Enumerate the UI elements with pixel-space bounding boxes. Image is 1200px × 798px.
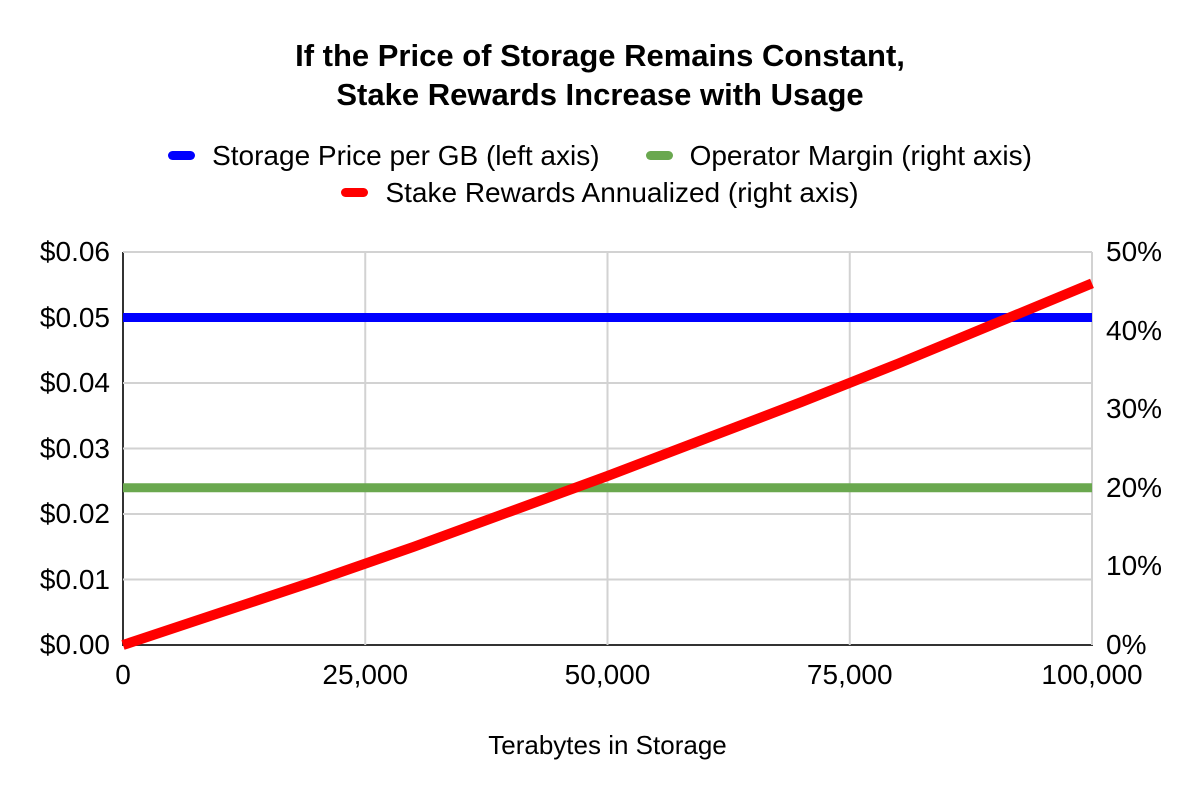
right-tick-20: 20%	[1106, 471, 1163, 503]
x-tick-25000: 25,000	[322, 659, 409, 690]
legend-label: Operator Margin (right axis)	[689, 139, 1032, 171]
legend-label: Storage Price per GB (left axis)	[212, 139, 600, 171]
chart-legend: Storage Price per GB (left axis) Operator…	[0, 137, 1200, 211]
chart-title-line2: Stake Rewards Increase with Usage	[336, 77, 864, 112]
left-tick-002: $0.02	[39, 498, 110, 529]
x-tick-0: 0	[115, 659, 131, 690]
x-axis-tick-labels: 0 25,000 50,000 75,000 100,000	[115, 659, 1142, 691]
legend-swatch-storage-price	[168, 151, 196, 160]
left-tick-003: $0.03	[39, 432, 110, 464]
x-tick-75000: 75,000	[806, 659, 893, 690]
chart-title-line1: If the Price of Storage Remains Constant…	[295, 38, 905, 73]
right-axis-labels: 0% 10% 20% 30% 40% 50%	[1106, 236, 1200, 660]
legend-item-operator-margin: Operator Margin (right axis)	[645, 139, 1032, 172]
left-tick-001: $0.01	[39, 563, 110, 595]
legend-row: Stake Rewards Annualized (right axis)	[341, 174, 859, 211]
plot-svg	[121, 251, 1094, 650]
left-tick-006: $0.06	[39, 236, 110, 267]
left-tick-000: $0.00	[39, 629, 110, 660]
series-line-stake-rewards	[121, 278, 1094, 650]
left-tick-004: $0.04	[39, 367, 110, 398]
legend-label: Stake Rewards Annualized (right axis)	[385, 176, 859, 208]
right-tick-50: 50%	[1106, 236, 1163, 267]
right-tick-40: 40%	[1106, 314, 1163, 346]
chart-title: If the Price of Storage Remains Constant…	[0, 36, 1200, 114]
right-tick-0: 0%	[1106, 629, 1147, 660]
x-axis-title: Terabytes in Storage	[488, 730, 727, 760]
plot-area	[121, 251, 1094, 650]
left-axis-labels: $0.00 $0.01 $0.02 $0.03 $0.04 $0.05 $0.06	[0, 236, 110, 660]
right-tick-10: 10%	[1106, 550, 1163, 582]
legend-item-storage-price: Storage Price per GB (left axis)	[168, 139, 600, 172]
legend-swatch-stake-rewards	[341, 188, 369, 197]
legend-item-stake-rewards: Stake Rewards Annualized (right axis)	[341, 176, 859, 209]
x-tick-50000: 50,000	[564, 659, 651, 690]
right-tick-30: 30%	[1106, 393, 1163, 425]
legend-row: Storage Price per GB (left axis) Operator…	[168, 137, 1032, 174]
legend-swatch-operator-margin	[645, 151, 673, 160]
left-tick-005: $0.05	[39, 301, 110, 333]
x-tick-100000: 100,000	[1041, 659, 1143, 690]
